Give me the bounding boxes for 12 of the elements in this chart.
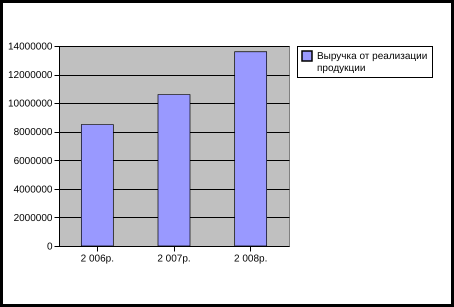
y-tick-label: 2000000 — [14, 212, 53, 224]
y-tick-label: 10000000 — [8, 98, 53, 110]
y-tick-label: 12000000 — [8, 70, 53, 82]
x-tick-label: 2 008р. — [234, 254, 268, 264]
legend-label: Выручка от реализации продукции — [317, 51, 428, 74]
y-tick-label: 0 — [46, 242, 53, 252]
y-tick-label: 4000000 — [14, 184, 53, 196]
x-tick-label: 2 007р. — [157, 254, 191, 264]
y-tick-label: 8000000 — [14, 127, 53, 138]
x-tick-label: 2 006р. — [80, 254, 114, 264]
y-tick-label: 6000000 — [14, 156, 53, 167]
y-tick-label: 14000000 — [8, 42, 53, 52]
